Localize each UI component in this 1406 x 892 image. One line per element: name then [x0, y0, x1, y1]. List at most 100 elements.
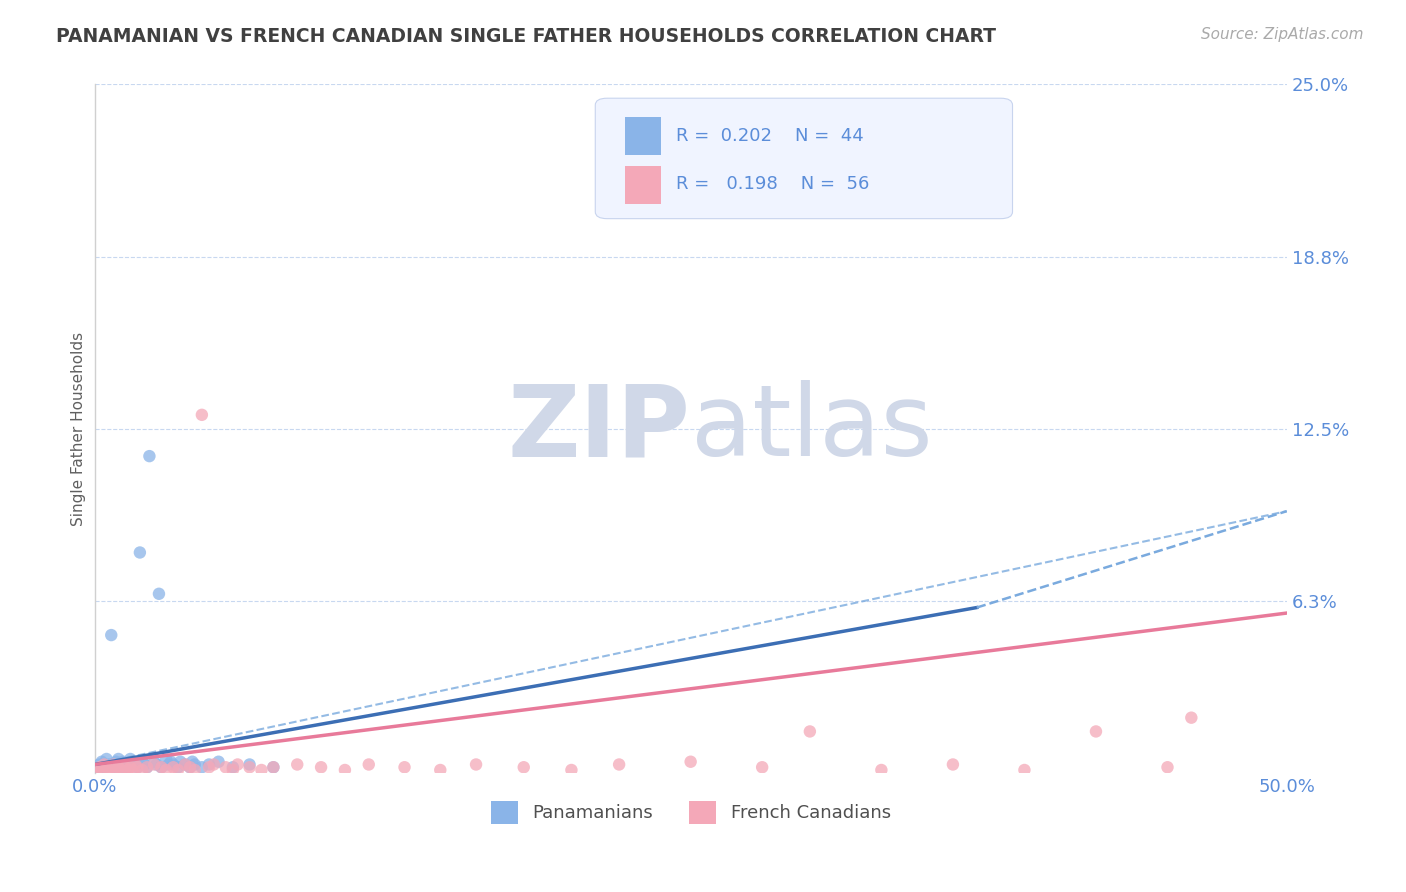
Point [105, 755, 128, 769]
Point [93, 760, 115, 774]
Point [174, 757, 197, 772]
Point [174, 757, 197, 772]
Point [93, 757, 115, 772]
Point [97, 763, 120, 777]
Point [117, 760, 139, 774]
Point [179, 760, 201, 774]
Point [250, 763, 273, 777]
Point [112, 757, 135, 772]
Point [942, 757, 965, 772]
Point [120, 752, 142, 766]
Point [207, 755, 229, 769]
Point [309, 760, 332, 774]
Point [1180, 711, 1202, 725]
Point [103, 757, 125, 772]
Point [136, 760, 159, 774]
Point [160, 755, 183, 769]
Point [128, 545, 150, 559]
Point [238, 760, 260, 774]
Point [465, 757, 488, 772]
Point [162, 757, 184, 772]
Point [513, 760, 536, 774]
Point [86, 763, 108, 777]
Point [124, 757, 146, 772]
Text: atlas: atlas [690, 380, 932, 477]
Point [394, 760, 416, 774]
Point [238, 757, 260, 772]
Point [136, 760, 159, 774]
Point [262, 760, 284, 774]
Point [90, 755, 112, 769]
Point [150, 760, 173, 774]
Point [215, 760, 238, 774]
Point [100, 628, 122, 642]
Point [202, 757, 225, 772]
Point [429, 763, 451, 777]
Point [114, 757, 136, 772]
Point [155, 763, 177, 777]
Point [333, 763, 356, 777]
Point [162, 760, 184, 774]
Point [114, 760, 136, 774]
Point [1084, 724, 1107, 739]
Point [148, 587, 170, 601]
FancyBboxPatch shape [626, 117, 661, 154]
Point [107, 760, 129, 774]
Point [167, 763, 190, 777]
Point [110, 763, 132, 777]
Point [870, 763, 893, 777]
Point [103, 760, 125, 774]
Point [751, 760, 773, 774]
Point [679, 755, 702, 769]
Point [222, 763, 245, 777]
Point [107, 752, 129, 766]
Point [198, 760, 221, 774]
Text: R =  0.202    N =  44: R = 0.202 N = 44 [676, 127, 865, 145]
Point [145, 757, 167, 772]
Text: R =   0.198    N =  56: R = 0.198 N = 56 [676, 175, 870, 194]
Point [183, 763, 205, 777]
Point [112, 755, 135, 769]
Point [138, 449, 160, 463]
Point [107, 757, 129, 772]
Point [169, 755, 191, 769]
Text: ZIP: ZIP [508, 380, 690, 477]
Point [89, 760, 111, 774]
Point [226, 757, 249, 772]
Point [181, 755, 204, 769]
Point [191, 760, 214, 774]
Point [110, 760, 132, 774]
Point [607, 757, 630, 772]
Point [262, 760, 284, 774]
Point [285, 757, 308, 772]
Point [1014, 763, 1036, 777]
Text: Source: ZipAtlas.com: Source: ZipAtlas.com [1201, 27, 1364, 42]
Point [799, 724, 821, 739]
Point [127, 760, 149, 774]
Point [86, 763, 108, 777]
Point [96, 752, 118, 766]
FancyBboxPatch shape [626, 166, 661, 203]
Point [131, 763, 153, 777]
Legend: Panamanians, French Canadians: Panamanians, French Canadians [482, 792, 900, 832]
Point [121, 755, 143, 769]
Point [124, 757, 146, 772]
Text: PANAMANIAN VS FRENCH CANADIAN SINGLE FATHER HOUSEHOLDS CORRELATION CHART: PANAMANIAN VS FRENCH CANADIAN SINGLE FAT… [56, 27, 997, 45]
Point [560, 763, 582, 777]
Point [97, 757, 120, 772]
Point [179, 760, 201, 774]
Point [96, 760, 118, 774]
Point [150, 760, 173, 774]
Point [155, 752, 177, 766]
Point [222, 760, 245, 774]
Point [89, 757, 111, 772]
Point [191, 408, 214, 422]
Point [90, 763, 112, 777]
Point [134, 757, 156, 772]
Point [131, 755, 153, 769]
FancyBboxPatch shape [595, 98, 1012, 219]
Point [167, 760, 190, 774]
Point [127, 760, 149, 774]
Y-axis label: Single Father Households: Single Father Households [72, 332, 86, 525]
Point [183, 757, 205, 772]
